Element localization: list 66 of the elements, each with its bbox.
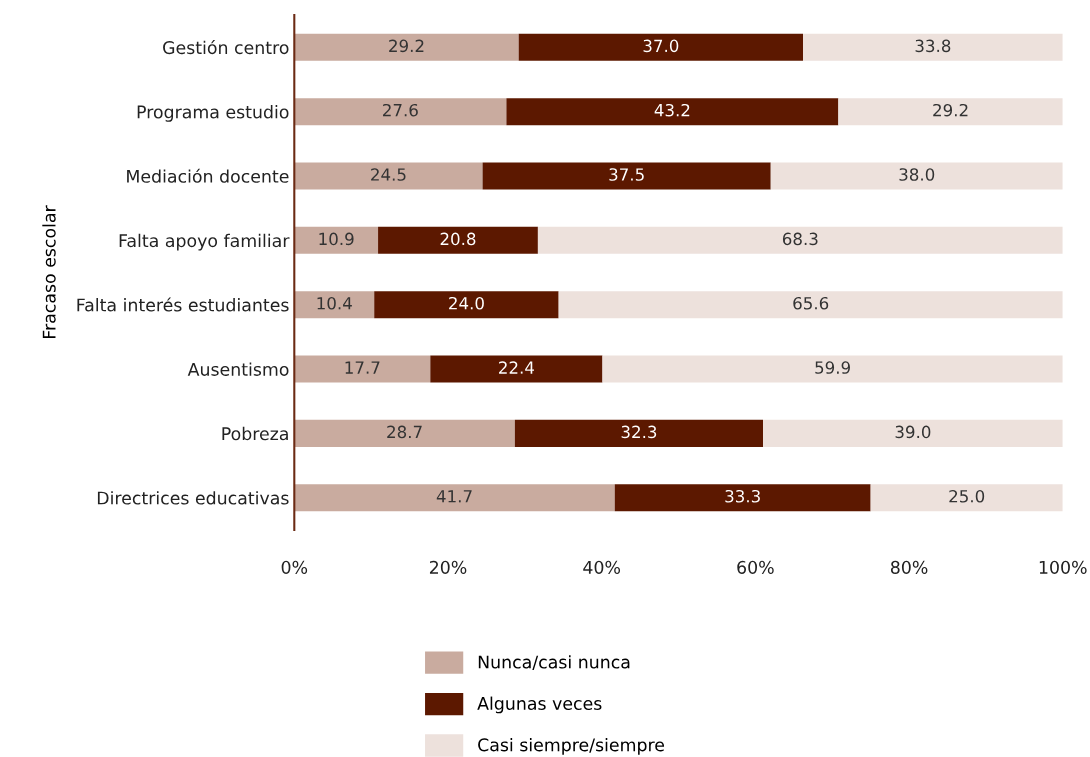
bar xyxy=(294,291,375,319)
data-label: 24.0 xyxy=(449,296,484,310)
bar xyxy=(838,98,1063,126)
data-label: 29.2 xyxy=(389,39,424,53)
bar xyxy=(870,484,1063,512)
data-label: 20.8 xyxy=(440,232,476,246)
data-label: 24.5 xyxy=(371,168,406,181)
data-label: 27.6 xyxy=(383,103,418,117)
data-label: 37.5 xyxy=(609,168,644,181)
x-tick-label: 80% xyxy=(890,560,928,574)
data-label: 17.7 xyxy=(345,361,380,374)
y-tick-label: Falta interés estudiantes xyxy=(77,297,289,312)
bar xyxy=(614,484,871,512)
data-label: 10.4 xyxy=(317,296,352,310)
bar xyxy=(294,162,483,190)
x-tick-label: 40% xyxy=(583,560,621,574)
data-label: 28.7 xyxy=(387,425,422,439)
legend-label: Casi siempre/siempre xyxy=(478,737,665,755)
data-label: 10.9 xyxy=(319,232,354,246)
data-label: 32.3 xyxy=(621,425,657,439)
bar xyxy=(763,419,1063,447)
bar xyxy=(430,355,603,383)
bar xyxy=(294,355,431,383)
y-axis-title: Fracaso escolar xyxy=(42,205,56,338)
bar xyxy=(294,33,519,61)
data-label: 39.0 xyxy=(895,425,931,439)
data-label: 33.3 xyxy=(725,489,760,503)
data-label: 43.2 xyxy=(654,103,690,117)
data-label: 22.4 xyxy=(499,361,534,374)
bar xyxy=(514,419,764,447)
x-tick-label: 60% xyxy=(737,560,774,574)
data-label: 37.0 xyxy=(643,39,679,53)
bar xyxy=(378,226,538,254)
data-label: 33.8 xyxy=(915,39,951,53)
bar xyxy=(294,226,379,254)
legend-label: Nunca/casi nunca xyxy=(478,655,630,670)
y-tick-label: Gestión centro xyxy=(163,40,289,55)
y-tick-label: Ausentismo xyxy=(187,362,289,376)
y-tick-label: Falta apoyo familiar xyxy=(119,233,290,251)
bar xyxy=(506,98,839,126)
data-label: 29.2 xyxy=(933,103,968,117)
y-tick-label: Programa estudio xyxy=(137,105,289,122)
bar xyxy=(803,33,1063,61)
bar xyxy=(770,162,1063,190)
bar xyxy=(518,33,804,61)
y-tick-label: Mediación docente xyxy=(127,168,289,183)
bar xyxy=(482,162,771,190)
bar xyxy=(602,355,1063,383)
x-tick-label: 20% xyxy=(429,560,467,574)
bar xyxy=(537,226,1063,254)
x-tick-label: 0% xyxy=(281,560,308,574)
bar xyxy=(558,291,1063,319)
bar xyxy=(374,291,559,319)
legend-label: Algunas veces xyxy=(477,696,602,714)
data-label: 65.6 xyxy=(793,296,829,310)
x-tick-label: 100% xyxy=(1039,560,1087,574)
data-label: 68.3 xyxy=(782,232,818,246)
data-label: 25.0 xyxy=(949,489,985,503)
bar xyxy=(294,419,515,447)
data-label: 41.7 xyxy=(436,490,472,503)
y-tick-label: Directrices educativas xyxy=(97,491,289,505)
bar xyxy=(294,98,507,126)
y-tick-label: Pobreza xyxy=(222,426,288,441)
data-label: 38.0 xyxy=(899,168,935,181)
bar xyxy=(294,484,615,512)
data-label: 59.9 xyxy=(815,361,850,374)
